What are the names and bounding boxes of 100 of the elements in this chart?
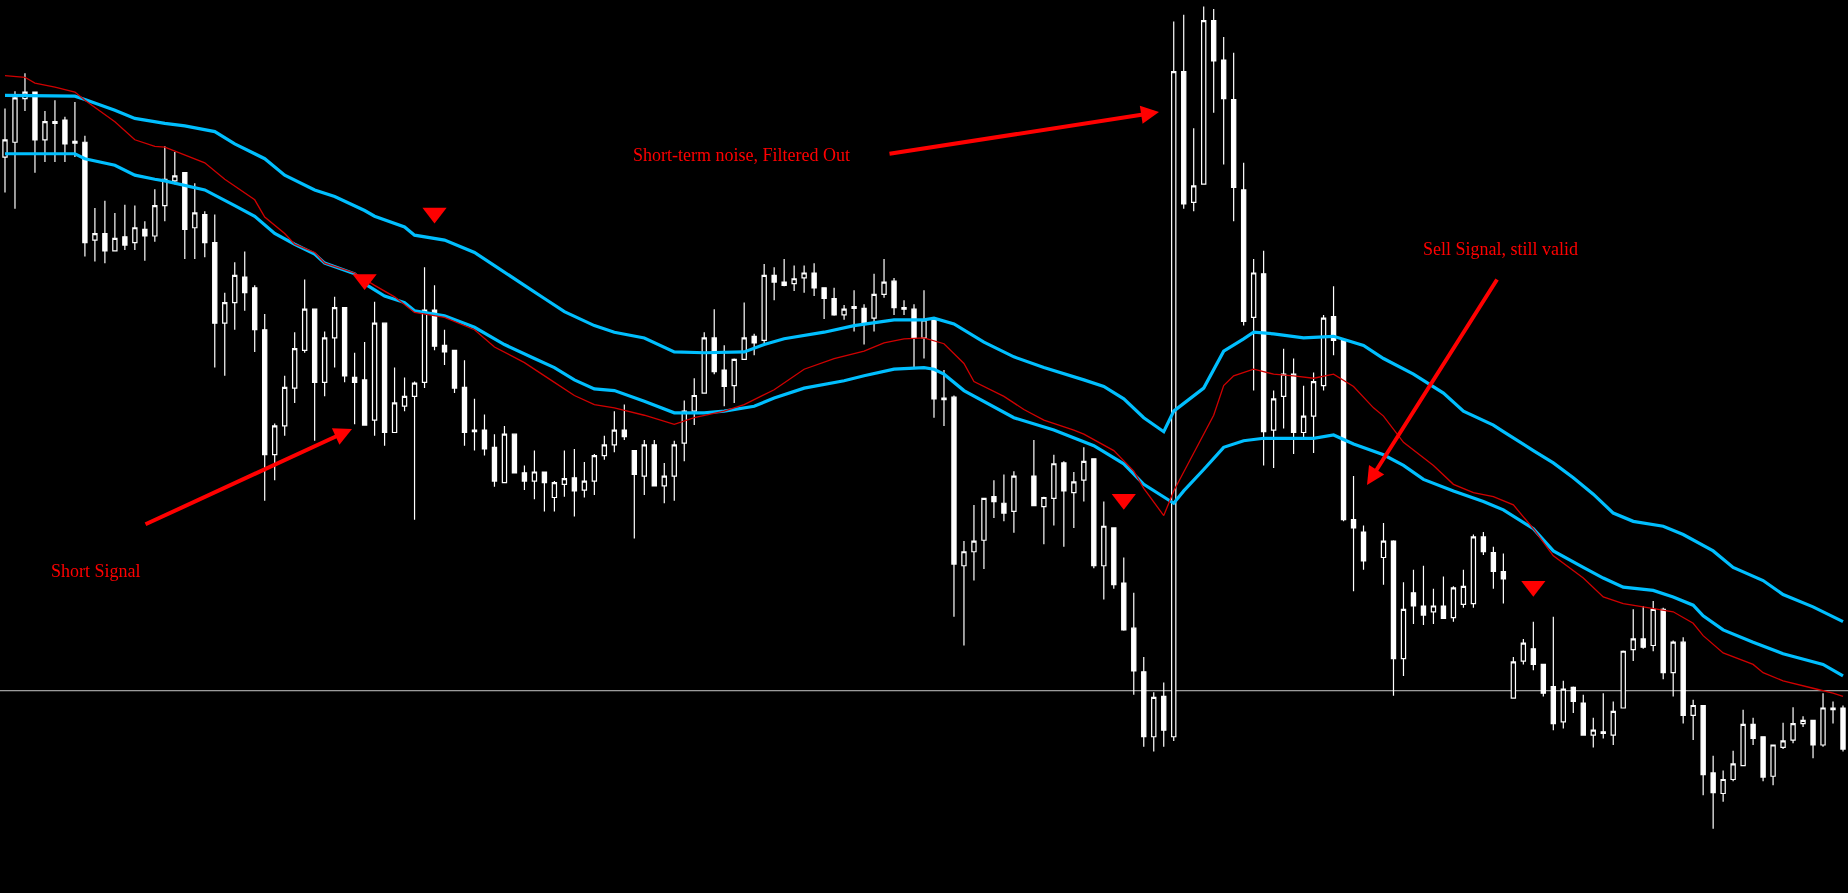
- candlestick: [1530, 621, 1537, 671]
- candlestick: [891, 277, 897, 316]
- candlestick: [1131, 592, 1137, 696]
- candlestick: [1600, 692, 1606, 740]
- candlestick: [961, 540, 967, 647]
- candlestick: [122, 204, 128, 251]
- candlestick: [641, 439, 647, 496]
- candlestick: [571, 448, 578, 517]
- candlestick: [981, 497, 987, 570]
- candlestick: [861, 303, 867, 346]
- candlestick: [102, 200, 108, 264]
- candlestick: [1410, 569, 1417, 625]
- candlestick: [901, 299, 907, 316]
- candlestick: [1620, 649, 1626, 709]
- candlestick: [252, 284, 258, 353]
- candlestick: [262, 313, 268, 502]
- candlestick: [12, 90, 18, 210]
- candlestick: [1310, 371, 1317, 454]
- candlestick: [881, 258, 887, 299]
- candlestick: [621, 403, 628, 441]
- candlestick: [1101, 500, 1107, 601]
- candlestick: [911, 303, 917, 369]
- candlestick: [1650, 600, 1656, 652]
- candlestick: [1260, 250, 1267, 467]
- candlestick: [1001, 473, 1007, 522]
- candlestick: [341, 306, 348, 383]
- candlestick: [1700, 704, 1706, 796]
- candlestick: [1330, 285, 1337, 356]
- candlestick: [232, 261, 238, 331]
- candlestick: [521, 464, 528, 491]
- candlestick: [1790, 706, 1796, 744]
- candlestick: [1670, 639, 1676, 698]
- candlestick: [671, 440, 677, 502]
- candlestick: [691, 377, 697, 426]
- candlestick: [471, 398, 478, 452]
- candlestick: [1230, 52, 1237, 222]
- candlestick: [361, 341, 368, 426]
- candlestick: [761, 263, 767, 344]
- candlestick: [92, 207, 98, 263]
- candlestick: [1440, 575, 1447, 619]
- candlestick: [1071, 471, 1077, 529]
- candlestick: [951, 394, 957, 618]
- candlestick: [1430, 588, 1437, 625]
- candlestick: [1161, 681, 1167, 748]
- candlestick: [431, 284, 438, 351]
- candlestick: [1460, 569, 1467, 609]
- candlestick: [1141, 656, 1147, 748]
- candlestick: [112, 212, 118, 252]
- candlestick: [601, 435, 608, 461]
- candlestick: [1680, 636, 1686, 725]
- candlestick: [1730, 750, 1736, 782]
- candlestick: [132, 204, 138, 251]
- candlestick: [162, 145, 168, 222]
- candlestick: [142, 220, 148, 262]
- candlestick: [541, 471, 548, 513]
- candlestick: [242, 251, 248, 312]
- candlestick: [1630, 608, 1636, 662]
- candlestick: [1540, 663, 1547, 698]
- candlestick: [371, 301, 378, 437]
- candlestick: [1390, 539, 1397, 697]
- candlestick: [82, 135, 88, 258]
- candlestick: [941, 369, 947, 427]
- candlestick: [781, 258, 787, 287]
- candlestick: [1640, 605, 1646, 650]
- candlestick: [821, 287, 827, 320]
- candlestick: [192, 182, 198, 260]
- candlestick: [1181, 14, 1187, 210]
- candlestick: [311, 308, 318, 442]
- candlestick: [291, 331, 298, 404]
- candlestick: [701, 331, 707, 394]
- candlestick: [1240, 162, 1247, 327]
- candlestick: [212, 214, 218, 369]
- candlestick: [1270, 389, 1277, 469]
- candlestick: [301, 278, 308, 354]
- candlestick: [1051, 454, 1057, 527]
- candlestick: [1820, 692, 1826, 748]
- candlestick: [1041, 496, 1047, 545]
- candlestick: [591, 453, 598, 496]
- candlestick: [991, 479, 997, 519]
- candlestick: [1061, 460, 1067, 548]
- annotation: Sell Signal, still valid: [1423, 239, 1579, 259]
- candlestick: [1081, 446, 1087, 503]
- annotation: Short Signal: [51, 561, 141, 581]
- candlestick: [971, 504, 977, 582]
- candlestick: [202, 210, 208, 258]
- candlestick: [1470, 533, 1477, 609]
- candlestick: [1151, 691, 1157, 753]
- candlestick: [1580, 694, 1586, 736]
- candlestick: [52, 99, 58, 163]
- candlestick: [1690, 699, 1696, 741]
- candlestick: [1800, 715, 1806, 728]
- candlestick: [1380, 522, 1387, 586]
- annotation: Short-term noise, Filtered Out: [633, 145, 850, 165]
- candlestick: [1420, 565, 1427, 626]
- candlestick: [152, 188, 158, 243]
- candlestick: [1510, 656, 1517, 699]
- candlestick: [1710, 755, 1716, 830]
- candlestick: [1610, 700, 1616, 746]
- candlestick: [451, 349, 458, 394]
- candlestick: [381, 322, 388, 447]
